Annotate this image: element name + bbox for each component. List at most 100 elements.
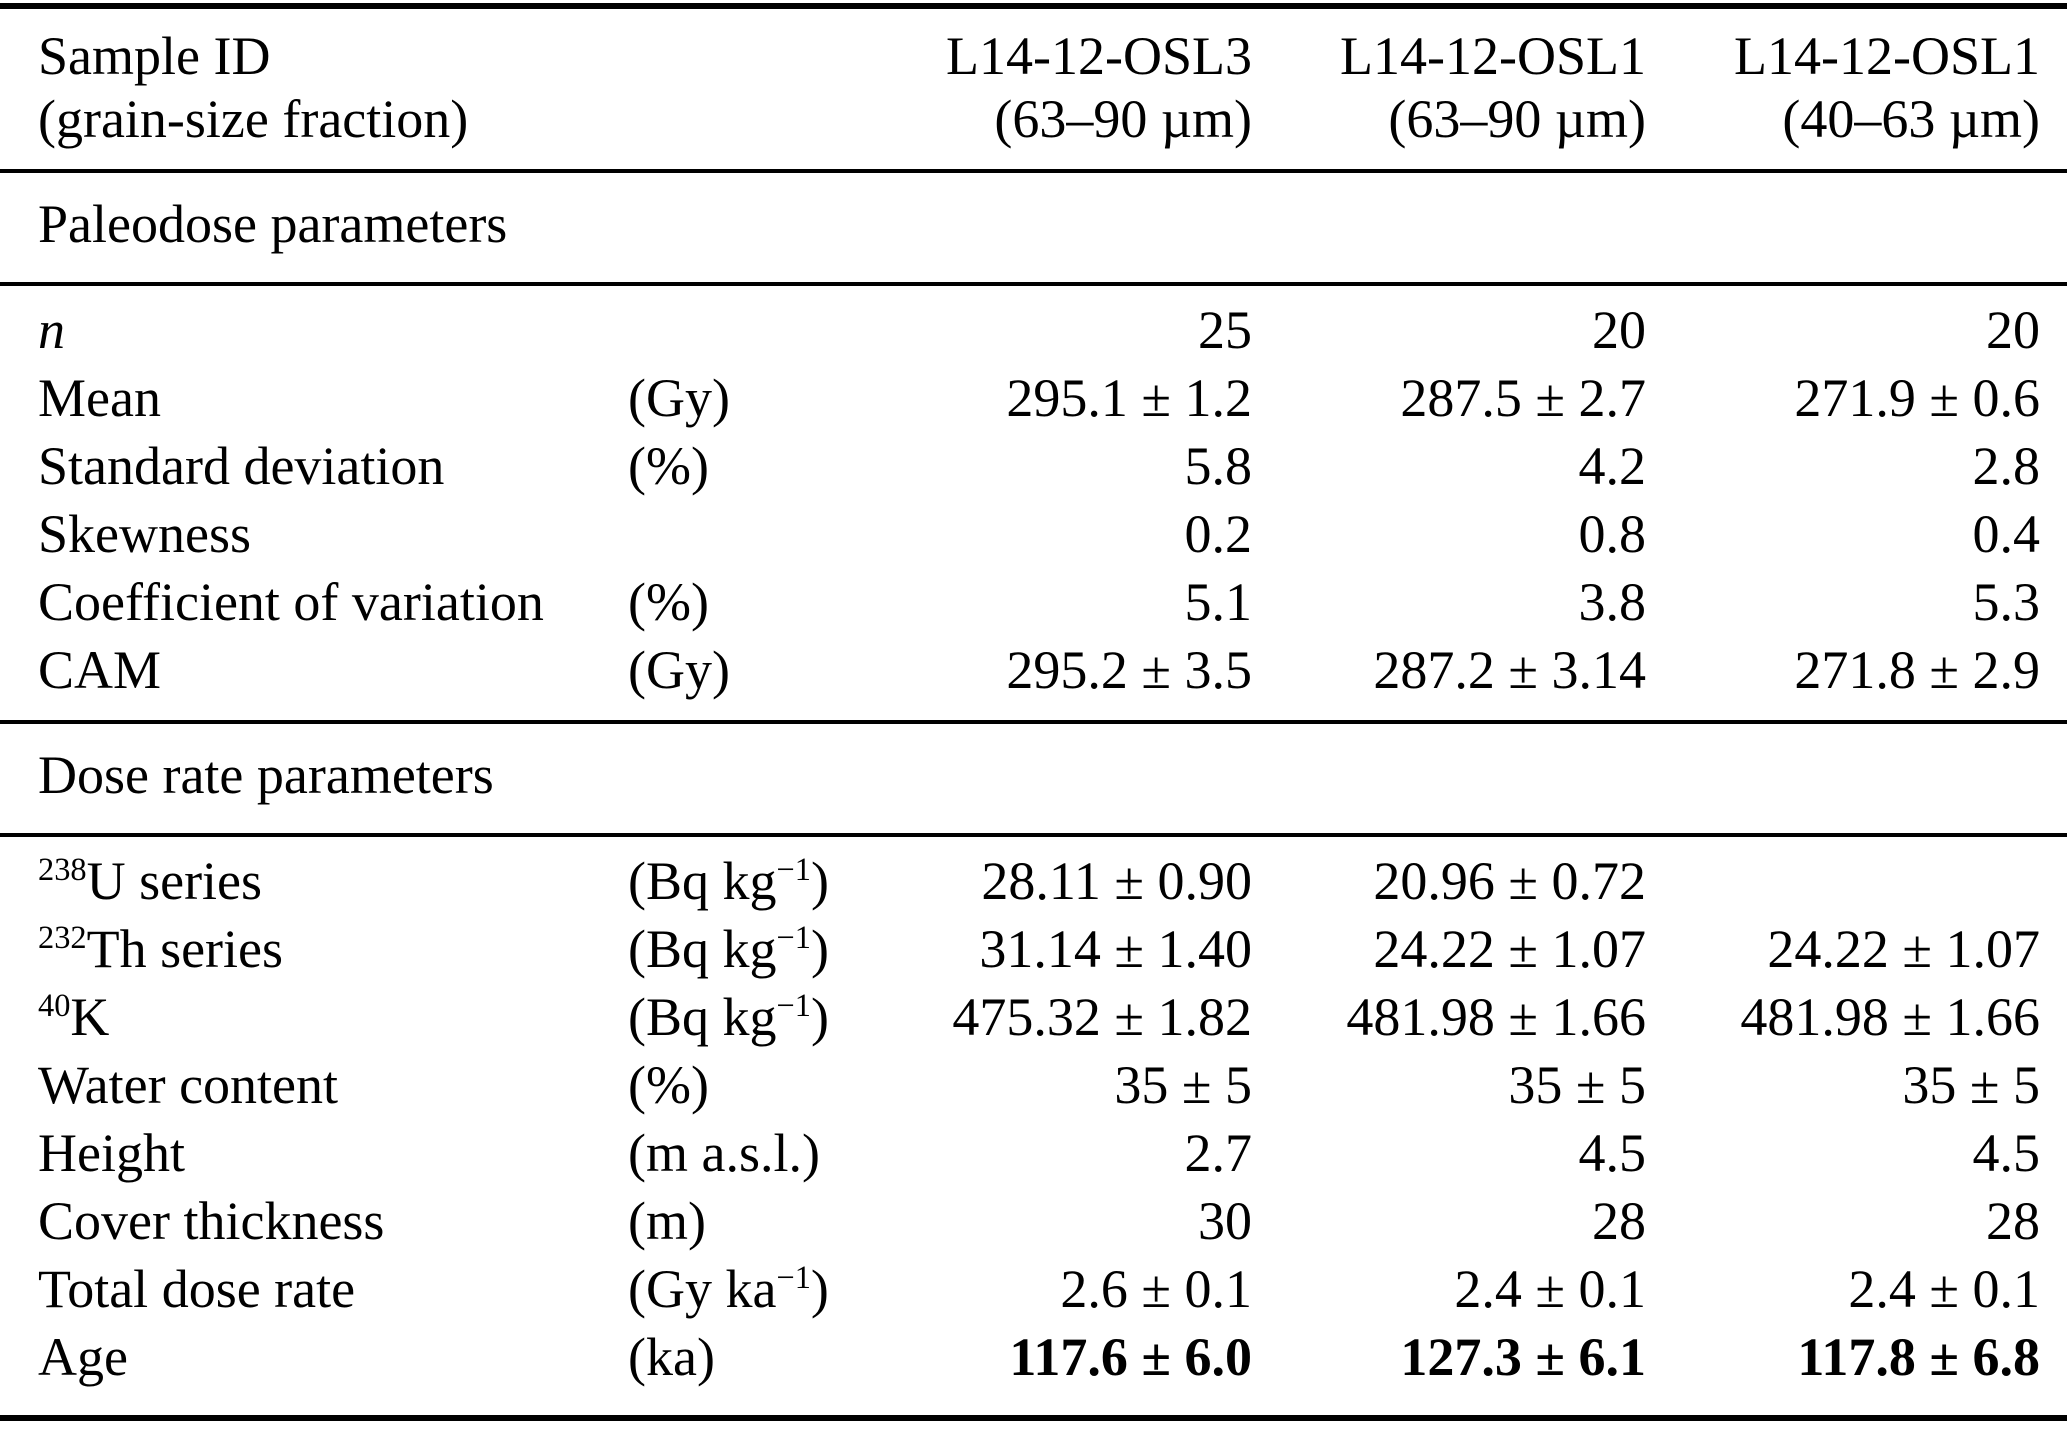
isotope-superscript: 40: [38, 988, 71, 1024]
row-unit: (Gy): [628, 364, 860, 432]
grain-size-note: (grain-size fraction): [38, 89, 469, 149]
row-label-text: CAM: [38, 640, 162, 700]
row-unit: (m): [628, 1187, 860, 1255]
cell-value: 2.6 ± 0.1: [1060, 1259, 1253, 1319]
cell-value: 481.98 ± 1.66: [1740, 987, 2041, 1047]
table-row: n 25 20 20: [0, 284, 2067, 364]
row-label-text: Th series: [86, 919, 284, 979]
row-unit: (ka): [628, 1323, 860, 1418]
cell-value: 25: [1198, 300, 1253, 360]
unit-exponent: −1: [776, 920, 811, 956]
table-row: Standard deviation (%) 5.8 4.2 2.8: [0, 432, 2067, 500]
table-row: 232Th series (Bq kg−1) 31.14 ± 1.40 24.2…: [0, 915, 2067, 983]
unit-text: (Bq kg: [628, 851, 777, 911]
row-label: 232Th series: [0, 915, 628, 983]
row-unit: (%): [628, 568, 860, 636]
column-header-2: L14-12-OSL1 (63–90 µm): [1252, 6, 1646, 171]
unit-text: (Bq kg: [628, 987, 777, 1047]
unit-close-paren: ): [810, 919, 829, 979]
row-label-text: K: [70, 987, 110, 1047]
unit-text: (%): [628, 436, 709, 496]
unit-text: (ka): [628, 1327, 715, 1387]
cell-value: 20.96 ± 0.72: [1373, 851, 1647, 911]
sample-id-label: Sample ID: [38, 26, 271, 86]
table-header: Sample ID (grain-size fraction) L14-12-O…: [0, 6, 2067, 171]
row-unit: (Gy): [628, 636, 860, 722]
isotope-superscript: 232: [38, 920, 87, 956]
row-unit: (m a.s.l.): [628, 1119, 860, 1187]
row-label: Total dose rate: [0, 1255, 628, 1323]
row-unit: [628, 284, 860, 364]
cell-value: 117.8 ± 6.8: [1797, 1327, 2041, 1387]
sample-id-header: Sample ID (grain-size fraction): [0, 6, 860, 171]
row-label-text: Cover thickness: [38, 1191, 385, 1251]
header-row: Sample ID (grain-size fraction) L14-12-O…: [0, 6, 2067, 171]
cell-value: 295.1 ± 1.2: [1006, 368, 1253, 428]
table-row: Total dose rate (Gy ka−1) 2.6 ± 0.1 2.4 …: [0, 1255, 2067, 1323]
row-unit: (%): [628, 432, 860, 500]
sample-name-2: L14-12-OSL1: [1340, 26, 1647, 86]
cell-value: 35 ± 5: [1114, 1055, 1253, 1115]
sample-name-3: L14-12-OSL1: [1734, 26, 2041, 86]
row-label: Standard deviation: [0, 432, 628, 500]
cell-value: 20: [1986, 300, 2041, 360]
row-label-text: Coefficient of variation: [38, 572, 544, 632]
cell-value: 28: [1592, 1191, 1647, 1251]
row-label-text: Height: [38, 1123, 185, 1183]
cell-value: 4.2: [1578, 436, 1647, 496]
cell-value: 117.6 ± 6.0: [1009, 1327, 1253, 1387]
row-label: Coefficient of variation: [0, 568, 628, 636]
row-label-text: n: [38, 300, 65, 360]
cell-value: 4.5: [1972, 1123, 2041, 1183]
cell-value: 287.5 ± 2.7: [1400, 368, 1647, 428]
cell-value: 0.4: [1972, 504, 2041, 564]
section-paleodose: Paleodose parameters: [0, 171, 2067, 284]
unit-exponent: −1: [776, 852, 811, 888]
sample-name-1: L14-12-OSL3: [946, 26, 1253, 86]
unit-text: (Bq kg: [628, 919, 777, 979]
row-label: 40K: [0, 983, 628, 1051]
row-label-text: U series: [86, 851, 263, 911]
unit-text: (Gy ka: [628, 1259, 777, 1319]
row-label: 238U series: [0, 835, 628, 915]
unit-close-paren: ): [810, 987, 829, 1047]
section-dose-rate: Dose rate parameters: [0, 722, 2067, 835]
row-label: Mean: [0, 364, 628, 432]
row-unit: (Bq kg−1): [628, 835, 860, 915]
unit-text: (m a.s.l.): [628, 1123, 820, 1183]
cell-value: 2.4 ± 0.1: [1454, 1259, 1647, 1319]
cell-value: 31.14 ± 1.40: [979, 919, 1253, 979]
row-label-text: Standard deviation: [38, 436, 445, 496]
row-label: Age: [0, 1323, 628, 1418]
cell-value: 481.98 ± 1.66: [1346, 987, 1647, 1047]
row-unit: (Gy ka−1): [628, 1255, 860, 1323]
unit-text: (Gy): [628, 640, 730, 700]
section-title-row: Paleodose parameters: [0, 171, 2067, 284]
row-label-text: Skewness: [38, 504, 251, 564]
cell-value: 2.8: [1972, 436, 2041, 496]
unit-exponent: −1: [776, 988, 811, 1024]
grain-size-fraction-3: (40–63 µm): [1782, 89, 2041, 149]
cell-value: 20: [1592, 300, 1647, 360]
table-row: 238U series (Bq kg−1) 28.11 ± 0.90 20.96…: [0, 835, 2067, 915]
cell-value: 2.7: [1184, 1123, 1253, 1183]
cell-value: 28: [1986, 1191, 2041, 1251]
unit-text: (m): [628, 1191, 706, 1251]
unit-exponent: −1: [776, 1260, 811, 1296]
cell-value: 295.2 ± 3.5: [1006, 640, 1253, 700]
cell-value: 5.1: [1184, 572, 1253, 632]
cell-value: 287.2 ± 3.14: [1373, 640, 1647, 700]
unit-text: (Gy): [628, 368, 730, 428]
cell-value: 271.9 ± 0.6: [1794, 368, 2041, 428]
table-row: 40K (Bq kg−1) 475.32 ± 1.82 481.98 ± 1.6…: [0, 983, 2067, 1051]
cell-value: [1646, 835, 2067, 915]
cell-value: 3.8: [1578, 572, 1647, 632]
isotope-superscript: 238: [38, 852, 87, 888]
section-title-row: Dose rate parameters: [0, 722, 2067, 835]
row-label-text: Mean: [38, 368, 161, 428]
row-label-text: Water content: [38, 1055, 339, 1115]
table-row: Coefficient of variation (%) 5.1 3.8 5.3: [0, 568, 2067, 636]
cell-value: 0.2: [1184, 504, 1253, 564]
cell-value: 24.22 ± 1.07: [1373, 919, 1647, 979]
row-unit: (Bq kg−1): [628, 915, 860, 983]
